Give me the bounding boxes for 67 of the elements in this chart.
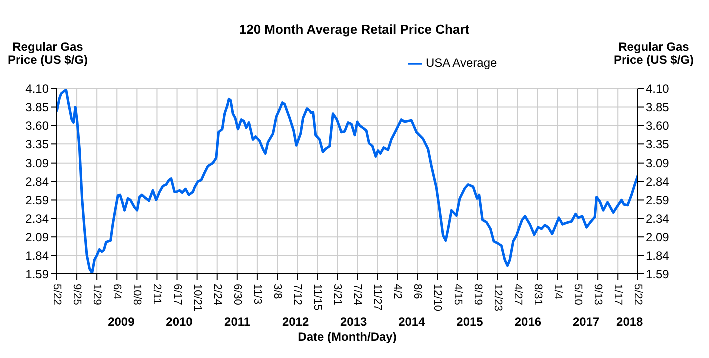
y-tick-label: 2.59 [26,193,50,208]
x-tick-label: 7/12 [292,284,304,306]
x-tick-label: 6/4 [111,284,124,300]
y-axis-title: Regular Gas Price (US $/G) [6,40,90,67]
y2-tick-label: 3.09 [646,156,670,171]
x-tick-label: 11/3 [251,284,264,305]
x-tick-label: 3/8 [272,284,284,300]
x2-tick-label: 2010 [166,315,194,329]
x-tick-label: 4/15 [452,284,464,306]
x-tick-label: 12/10 [432,284,444,312]
x-tick-label: 12/23 [492,284,504,312]
x2-tick-label: 2014 [398,315,426,329]
x-tick-label: 8/6 [412,284,424,300]
y-tick-label: 2.84 [26,175,50,190]
x-tick-label: 1/29 [91,284,104,306]
y2-axis-title: Regular Gas Price (US $/G) [612,40,696,67]
y-tick-label: 3.35 [26,137,50,152]
x2-tick-label: 2012 [282,315,310,329]
y2-tick-label: 4.10 [646,82,670,96]
y2-tick-label: 2.34 [646,212,670,226]
y-tick-label: 2.34 [26,212,50,226]
x2-tick-label: 2011 [224,315,251,329]
y2-tick-label: 3.35 [646,137,670,152]
x-tick-label: 8/19 [472,284,484,306]
y2-tick-label: 3.85 [646,100,670,115]
x-tick-label: 1/4 [552,284,564,300]
x2-tick-label: 2013 [340,315,368,329]
x-tick-label: 11/15 [312,284,324,311]
y2-tick-label: 2.09 [646,230,670,244]
y-tick-label: 3.60 [26,118,50,133]
x2-tick-label: 2016 [514,315,542,329]
x2-tick-label: 2017 [572,315,600,329]
chart-title: 120 Month Average Retail Price Chart [238,22,471,37]
x2-tick-label: 2018 [616,315,644,329]
y2-tick-label: 1.84 [646,248,670,263]
x-tick-label: 4/2 [392,284,404,300]
x-tick-label: 5/22 [51,284,63,306]
x-tick-label: 7/24 [352,284,364,306]
x-tick-label: 4/27 [512,284,524,306]
y2-tick-label: 1.59 [646,267,670,282]
x-tick-label: 5/22 [632,284,644,306]
y2-tick-label: 2.84 [646,175,670,190]
x2-tick-label: 2009 [108,315,136,329]
y-tick-label: 3.09 [26,156,50,171]
x-tick-label: 9/25 [71,284,84,306]
x-tick-label: 6/30 [231,284,244,306]
x-tick-label: 2/24 [211,284,224,306]
legend-label: USA Average [426,56,498,70]
y-tick-label: 4.10 [26,82,50,96]
x-axis-title: Date (Month/Day) [297,330,398,344]
x-tick-label: 5/10 [572,284,584,306]
y-tick-label: 2.09 [26,230,50,244]
x-tick-label: 9/13 [592,284,604,306]
x-tick-label: 3/21 [332,284,344,306]
x2-tick-label: 2015 [456,315,484,329]
x-tick-label: 10/8 [131,284,144,306]
x-tick-label: 10/21 [191,284,204,312]
y2-tick-label: 2.59 [646,193,670,208]
x-tick-label: 2/11 [151,284,164,305]
x-tick-label: 8/31 [532,284,544,306]
x-tick-label: 6/17 [171,284,184,306]
x-tick-label: 1/17 [612,284,624,306]
y-tick-label: 1.59 [26,267,50,282]
x-tick-label: 11/27 [372,284,384,311]
y-tick-label: 1.84 [26,248,50,263]
y-tick-label: 3.85 [26,100,50,115]
y2-tick-label: 3.60 [646,118,670,133]
